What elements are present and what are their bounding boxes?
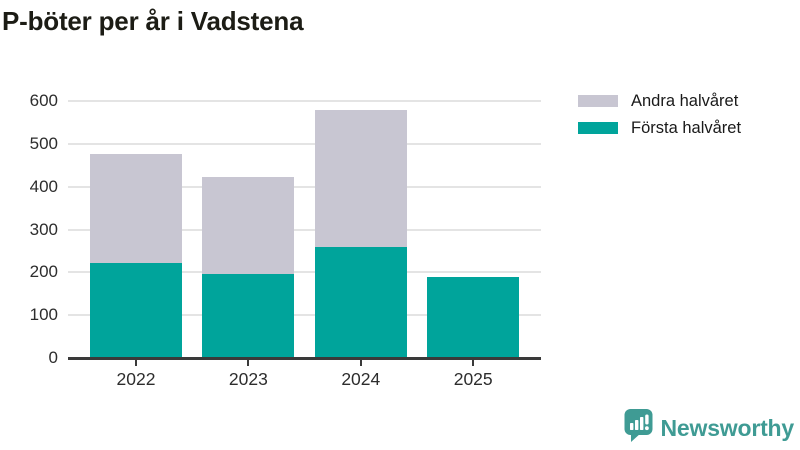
bar-segment-andra-halv-ret-2023 — [202, 177, 295, 275]
x-axis-category-label: 2024 — [341, 369, 381, 389]
y-axis-tick-label: 0 — [48, 348, 58, 367]
legend: Andra halvåret Första halvåret — [578, 90, 741, 139]
legend-item-andra-halvaret: Andra halvåret — [578, 90, 741, 112]
x-axis-category-label: 2025 — [453, 369, 493, 389]
bar-segment-f-rsta-halv-ret-2022 — [90, 263, 182, 358]
newsworthy-logo-icon — [624, 408, 653, 448]
bar-segment-f-rsta-halv-ret-2024 — [314, 247, 407, 358]
y-axis-tick-label: 600 — [29, 91, 58, 110]
legend-label: Första halvåret — [631, 119, 742, 137]
gridline — [68, 271, 541, 274]
page-title: P-böter per år i Vadstena — [2, 6, 304, 36]
legend-swatch-andra-halvaret — [578, 95, 618, 107]
x-axis-tick — [472, 360, 475, 366]
x-axis-category-label: 2022 — [116, 369, 156, 389]
bar-segment-f-rsta-halv-ret-2023 — [202, 274, 295, 358]
y-axis-tick-label: 200 — [29, 262, 58, 282]
y-axis-tick-label: 400 — [29, 176, 58, 196]
gridline — [68, 185, 541, 188]
x-axis-line — [68, 357, 541, 360]
legend-item-forsta-halvaret: Första halvåret — [578, 117, 741, 139]
y-axis-tick-label: 100 — [29, 305, 58, 325]
brand-footer: Newsworthy — [624, 408, 795, 448]
x-axis-category-label: 2023 — [228, 369, 268, 389]
y-axis-tick-label: 500 — [29, 133, 58, 153]
gridline — [68, 314, 541, 317]
x-axis-tick — [135, 360, 137, 366]
legend-swatch-forsta-halvaret — [578, 122, 618, 134]
bar-segment-f-rsta-halv-ret-2025 — [427, 277, 520, 358]
x-axis-tick — [359, 360, 362, 366]
gridline — [68, 142, 541, 145]
brand-name: Newsworthy — [660, 414, 795, 441]
x-axis-tick — [247, 360, 250, 366]
gridline — [68, 100, 541, 102]
y-axis-tick-label: 300 — [29, 219, 58, 239]
gridline — [68, 228, 541, 231]
bar-segment-andra-halv-ret-2024 — [314, 110, 407, 248]
bar-segment-andra-halv-ret-2022 — [90, 153, 182, 264]
legend-label: Andra halvåret — [631, 92, 739, 110]
